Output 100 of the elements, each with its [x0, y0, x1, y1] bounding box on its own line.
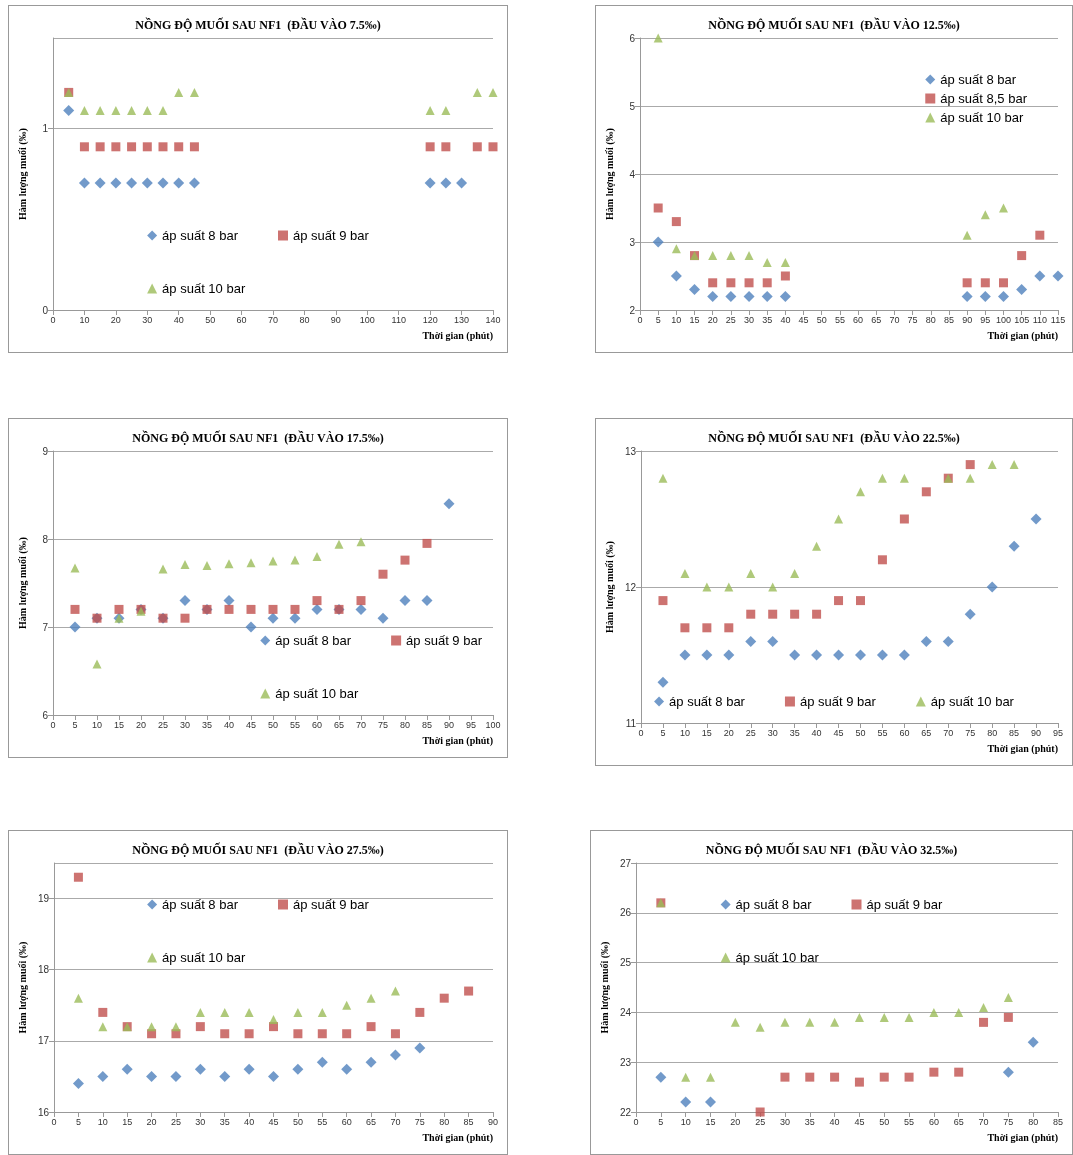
- x-tick-label: 25: [755, 1116, 766, 1127]
- y-tick-label: 3: [629, 236, 636, 248]
- x-tick-label: 40: [811, 727, 822, 738]
- legend-label: áp suất 10 bar: [735, 950, 820, 965]
- chart-title: NỒNG ĐỘ MUỐI SAU NF1 (ĐẦU VÀO 22.5‰): [708, 430, 960, 445]
- x-tick-label: 115: [1050, 314, 1066, 325]
- y-tick-label: 25: [619, 957, 632, 969]
- x-tick-label: 85: [421, 719, 433, 730]
- y-tick-label: 18: [37, 964, 50, 976]
- y-axis-title: Hàm lượng muối (‰): [603, 541, 616, 633]
- legend-label: áp suất 10 bar: [162, 950, 246, 965]
- x-tick-label: 110: [1032, 314, 1048, 325]
- x-tick-label: 50: [879, 1116, 890, 1127]
- x-tick-label: 50: [267, 719, 279, 730]
- x-tick-label: 40: [780, 314, 791, 325]
- x-tick-label: 35: [201, 719, 213, 730]
- x-tick-label: 85: [1009, 727, 1020, 738]
- x-tick-label: 90: [330, 314, 341, 325]
- x-axis-title: Thời gian (phút): [987, 742, 1058, 755]
- x-tick-label: 20: [730, 1116, 741, 1127]
- x-tick-label: 20: [135, 719, 147, 730]
- x-tick-label: 40: [829, 1116, 840, 1127]
- x-tick-label: 100: [995, 314, 1011, 325]
- legend-label: áp suất 10 bar: [940, 110, 1025, 125]
- x-tick-label: 75: [377, 719, 389, 730]
- x-tick-label: 40: [223, 719, 235, 730]
- y-tick-label: 22: [619, 1106, 632, 1118]
- legend-label: áp suất 9 bar: [799, 694, 877, 709]
- x-tick-label: 15: [705, 1116, 716, 1127]
- x-tick-label: 10: [671, 314, 682, 325]
- x-tick-label: 5: [72, 719, 78, 730]
- legend-label: áp suất 10 bar: [275, 686, 360, 701]
- x-tick-label: 25: [745, 727, 756, 738]
- x-tick-label: 15: [701, 727, 712, 738]
- y-tick-label: 8: [42, 533, 49, 545]
- x-tick-label: 45: [854, 1116, 865, 1127]
- x-tick-label: 70: [943, 727, 954, 738]
- x-tick-label: 65: [871, 314, 882, 325]
- x-tick-label: 5: [660, 727, 666, 738]
- x-tick-label: 60: [311, 719, 323, 730]
- legend-label: áp suất 10 bar: [162, 281, 246, 296]
- legend-label: áp suất 8 bar: [735, 897, 813, 912]
- y-axis-title: Hàm lượng muối (‰): [598, 941, 611, 1034]
- x-tick-label: 45: [833, 727, 844, 738]
- x-tick-label: 30: [744, 314, 755, 325]
- x-tick-label: 85: [1052, 1116, 1064, 1127]
- x-tick-label: 60: [341, 1116, 352, 1127]
- x-tick-label: 80: [299, 314, 310, 325]
- x-tick-label: 60: [928, 1116, 939, 1127]
- x-tick-label: 5: [658, 1116, 664, 1127]
- legend-label: áp suất 8 bar: [162, 897, 239, 912]
- x-axis-title: Thời gian (phút): [987, 1131, 1058, 1144]
- x-tick-label: 30: [767, 727, 778, 738]
- x-tick-label: 80: [925, 314, 936, 325]
- x-tick-label: 30: [195, 1116, 206, 1127]
- x-tick-label: 50: [816, 314, 827, 325]
- x-tick-label: 40: [244, 1116, 255, 1127]
- x-axis-title: Thời gian (phút): [422, 329, 493, 342]
- legend-label: áp suất 9 bar: [406, 633, 483, 648]
- x-tick-label: 35: [804, 1116, 815, 1127]
- y-tick-label: 12: [624, 581, 637, 593]
- x-tick-label: 140: [485, 314, 501, 325]
- x-tick-label: 60: [853, 314, 864, 325]
- chart-title: NỒNG ĐỘ MUỐI SAU NF1 (ĐẦU VÀO 12.5‰): [708, 17, 960, 32]
- x-tick-label: 55: [289, 719, 301, 730]
- x-tick-label: 80: [1028, 1116, 1039, 1127]
- y-tick-label: 27: [619, 857, 632, 869]
- x-tick-label: 70: [889, 314, 900, 325]
- x-tick-label: 35: [219, 1116, 230, 1127]
- x-tick-label: 75: [414, 1116, 425, 1127]
- legend-label: áp suất 10 bar: [930, 694, 1015, 709]
- chart-title: NỒNG ĐỘ MUỐI SAU NF1 (ĐẦU VÀO 32.5‰): [705, 842, 958, 857]
- x-tick-label: 30: [142, 314, 153, 325]
- x-tick-label: 70: [267, 314, 279, 325]
- x-tick-label: 80: [987, 727, 998, 738]
- x-tick-label: 75: [907, 314, 918, 325]
- x-tick-label: 130: [454, 314, 470, 325]
- x-tick-label: 90: [962, 314, 973, 325]
- x-tick-label: 70: [355, 719, 367, 730]
- x-tick-label: 65: [921, 727, 932, 738]
- x-tick-label: 25: [157, 719, 169, 730]
- x-tick-label: 90: [487, 1116, 499, 1127]
- x-tick-label: 80: [399, 719, 411, 730]
- x-tick-label: 70: [390, 1116, 401, 1127]
- y-tick-label: 6: [42, 709, 49, 721]
- legend-label: áp suất 8 bar: [669, 694, 746, 709]
- x-tick-label: 10: [97, 1116, 108, 1127]
- x-tick-label: 55: [317, 1116, 328, 1127]
- y-tick-label: 5: [629, 100, 636, 112]
- x-tick-label: 95: [1052, 727, 1064, 738]
- x-tick-label: 90: [1031, 727, 1042, 738]
- x-tick-label: 65: [366, 1116, 377, 1127]
- x-tick-label: 85: [463, 1116, 474, 1127]
- y-tick-label: 16: [37, 1106, 50, 1118]
- x-tick-label: 100: [485, 719, 501, 730]
- x-tick-label: 25: [725, 314, 736, 325]
- x-tick-label: 65: [953, 1116, 964, 1127]
- x-tick-label: 60: [899, 727, 910, 738]
- x-tick-label: 65: [333, 719, 345, 730]
- x-tick-label: 0: [51, 1116, 57, 1127]
